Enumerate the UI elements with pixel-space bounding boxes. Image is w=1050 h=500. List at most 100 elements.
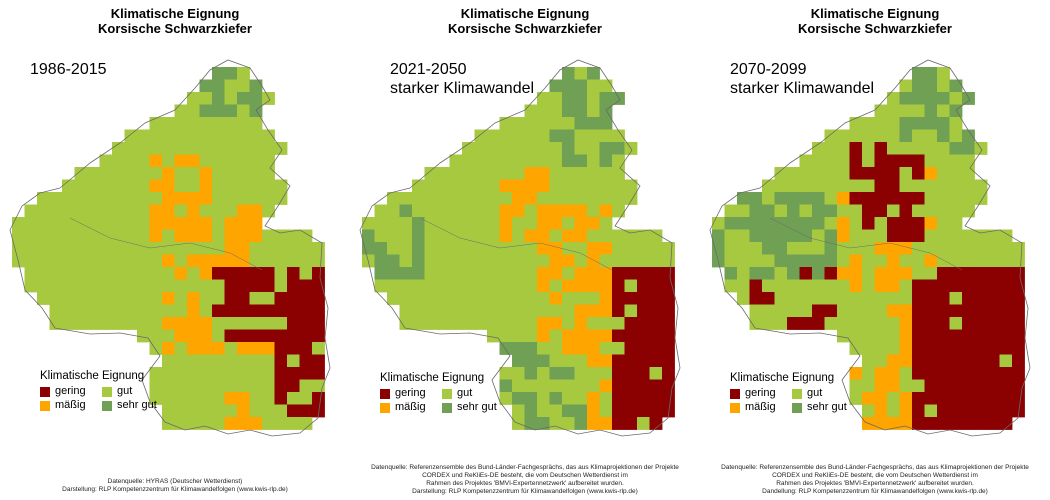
grid-cell-gut	[524, 117, 538, 130]
grid-cell-sehr-gut	[762, 242, 775, 255]
grid-cell-gut	[224, 117, 238, 130]
grid-cell-gut	[949, 317, 963, 330]
grid-cell-gut	[824, 292, 838, 305]
grid-cell-gut	[574, 392, 588, 405]
grid-cell-gut	[112, 142, 125, 155]
grid-cell-gut	[862, 142, 875, 155]
swatch-maessig	[380, 402, 390, 413]
grid-cell-gut	[512, 267, 525, 280]
grid-cell-gering	[987, 379, 1000, 393]
grid-cell-sehr-gut	[749, 229, 763, 243]
grid-cell-gut	[1012, 254, 1025, 268]
grid-cell-gut	[987, 229, 1000, 243]
grid-cell-gut	[862, 279, 875, 293]
grid-cell-gut	[749, 317, 763, 330]
grid-cell-sehr-gut	[524, 354, 538, 368]
grid-cell-gut	[587, 192, 600, 205]
grid-cell-maessig	[512, 192, 525, 205]
grid-cell-gut	[124, 192, 138, 205]
grid-cell-sehr-gut	[512, 354, 525, 368]
grid-cell-gut	[124, 304, 138, 318]
grid-cell-gut	[599, 404, 613, 418]
grid-cell-gut	[87, 292, 100, 305]
swatch-gut	[442, 388, 452, 399]
grid-cell-gut	[187, 129, 200, 143]
grid-cell-gut	[437, 254, 450, 268]
grid-cell-maessig	[899, 267, 913, 280]
suitability-map	[9, 59, 331, 437]
grid-cell-gut	[149, 242, 163, 255]
grid-cell-gering	[649, 417, 663, 430]
grid-cell-gut	[924, 404, 938, 418]
grid-cell-gut	[199, 279, 213, 293]
grid-cell-sehr-gut	[524, 392, 538, 405]
grid-cell-maessig	[562, 254, 575, 268]
grid-cell-gut	[137, 204, 150, 218]
grid-cell-maessig	[599, 279, 613, 293]
grid-cell-gut	[124, 154, 138, 168]
legend-title: Klimatische Eignung	[730, 372, 835, 384]
grid-cell-gut	[387, 192, 400, 205]
grid-cell-gering	[962, 279, 975, 293]
grid-cell-gut	[462, 229, 475, 243]
grid-cell-gering	[962, 417, 975, 430]
grid-cell-gut	[612, 179, 625, 193]
grid-cell-maessig	[237, 404, 250, 418]
grid-cell-gut	[474, 242, 488, 255]
grid-cell-gut	[562, 179, 575, 193]
grid-cell-gut	[962, 242, 975, 255]
grid-cell-sehr-gut	[562, 104, 575, 118]
grid-cell-gut	[162, 242, 175, 255]
grid-cell-gut	[637, 417, 650, 430]
grid-cell-gut	[837, 179, 850, 193]
grid-cell-gut	[849, 392, 863, 405]
grid-cell-gering	[612, 329, 625, 343]
grid-cell-gut	[874, 304, 888, 318]
grid-cell-gering	[299, 304, 313, 318]
grid-cell-maessig	[149, 217, 163, 230]
grid-cell-gut	[212, 417, 225, 430]
grid-cell-maessig	[199, 229, 213, 243]
grid-cell-gut	[599, 129, 613, 143]
grid-cell-maessig	[874, 242, 888, 255]
grid-cell-maessig	[212, 254, 225, 268]
grid-cell-gut	[924, 179, 938, 193]
grid-cell-gut	[137, 154, 150, 168]
grid-cell-gering	[224, 292, 238, 305]
grid-cell-gut	[224, 92, 238, 105]
grid-cell-gut	[499, 292, 513, 305]
grid-cell-gut	[774, 317, 788, 330]
grid-cell-gut	[524, 317, 538, 330]
grid-cell-gut	[199, 242, 213, 255]
grid-cell-gering	[949, 279, 963, 293]
grid-cell-gut	[62, 279, 75, 293]
legend-title: Klimatische Eignung	[40, 370, 145, 382]
grid-cell-gut	[912, 104, 925, 118]
grid-cell-gering	[637, 404, 650, 418]
grid-cell-maessig	[537, 217, 550, 230]
grid-cell-gut	[524, 217, 538, 230]
grid-cell-gut	[549, 192, 563, 205]
grid-cell-gut	[824, 317, 838, 330]
grid-cell-maessig	[549, 242, 563, 255]
grid-cell-gering	[624, 267, 638, 280]
grid-cell-gering	[887, 217, 900, 230]
grid-cell-gut	[187, 104, 200, 118]
grid-cell-gut	[849, 179, 863, 193]
grid-cell-gut	[149, 317, 163, 330]
grid-cell-gut	[499, 267, 513, 280]
grid-cell-gut	[612, 229, 625, 243]
grid-cell-sehr-gut	[574, 417, 588, 430]
title-line-2: Korsische Schwarzkiefer	[798, 21, 952, 36]
grid-cell-gering	[624, 417, 638, 430]
grid-cell-gut	[212, 154, 225, 168]
grid-cell-gering	[624, 354, 638, 368]
grid-cell-gut	[862, 304, 875, 318]
grid-cell-maessig	[237, 229, 250, 243]
footer-line: Rahmen des Projektes 'BMVI-Expertennetzw…	[426, 480, 624, 487]
grid-cell-gut	[99, 242, 113, 255]
grid-cell-gut	[849, 379, 863, 393]
grid-cell-gut	[512, 404, 525, 418]
grid-cell-gut	[587, 154, 600, 168]
grid-cell-gut	[462, 242, 475, 255]
